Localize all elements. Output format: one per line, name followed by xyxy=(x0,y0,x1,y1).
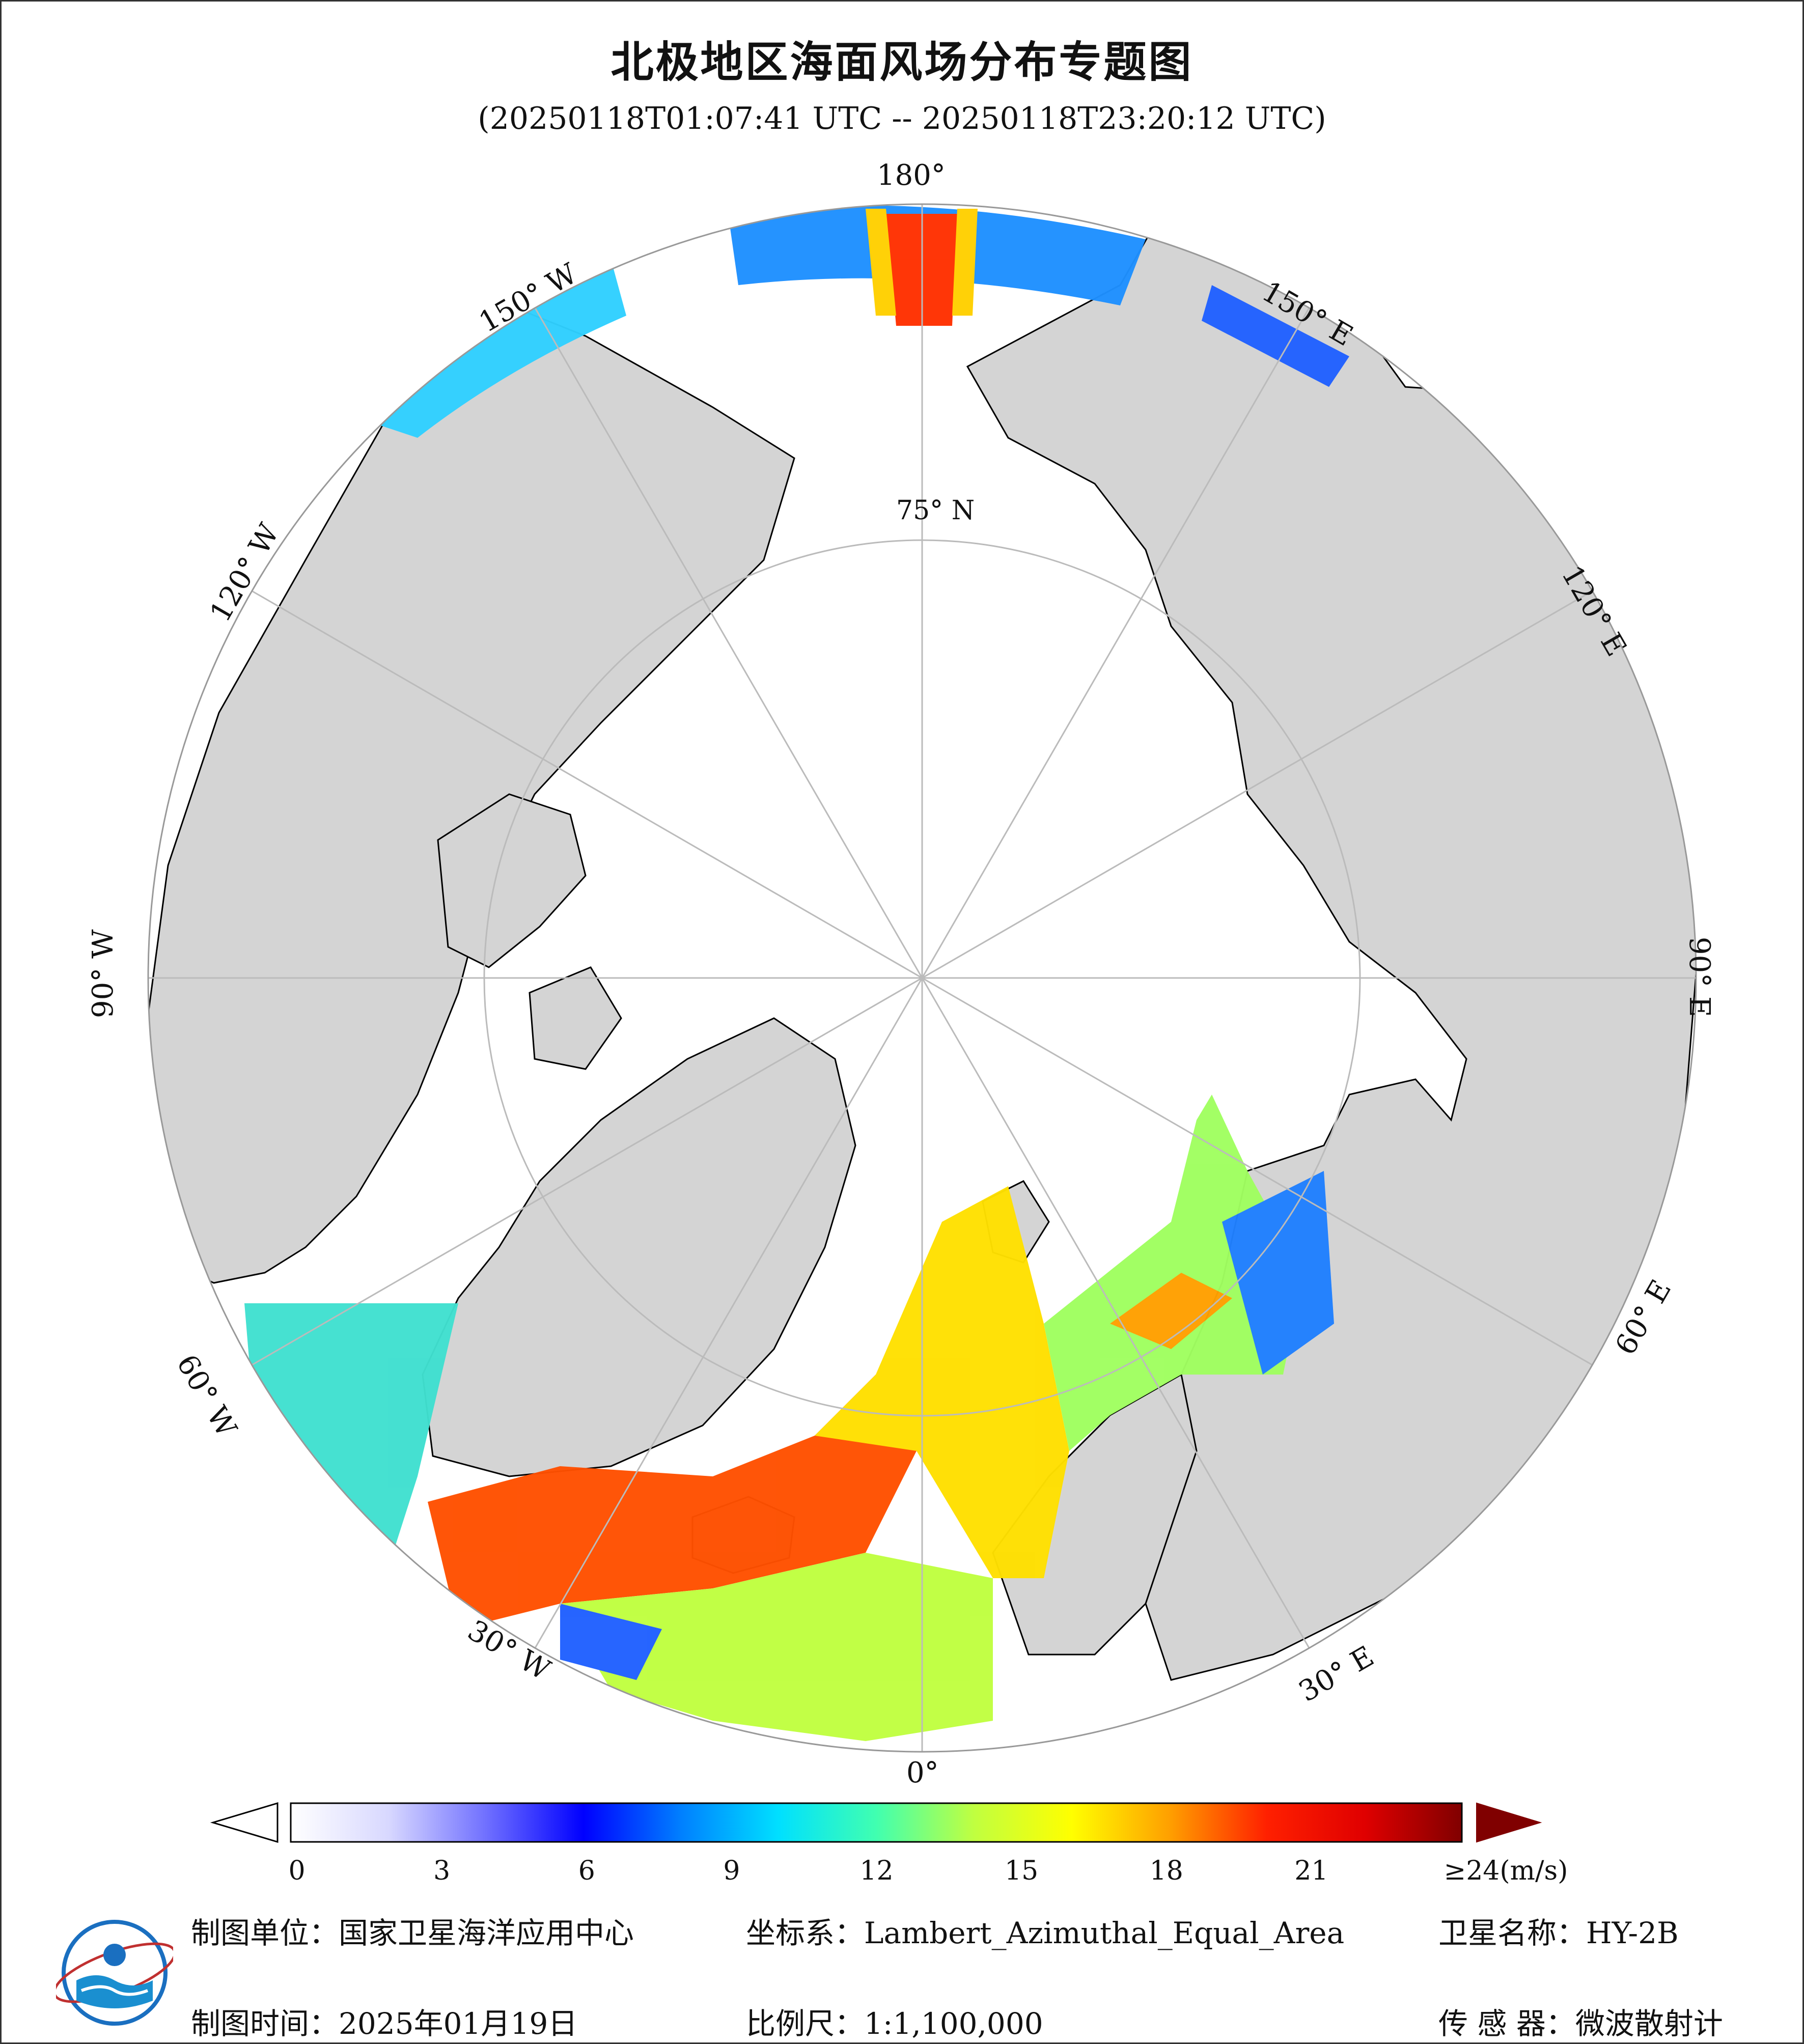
satellite-value: HY-2B xyxy=(1586,1916,1679,1950)
lon-label-90w: 90° W xyxy=(87,929,120,1018)
colorbar-tick-label: ≥24(m/s) xyxy=(1444,1856,1568,1886)
land-scandinavia xyxy=(992,1373,1198,1656)
colorbar-bar xyxy=(290,1802,1463,1843)
land-greenland xyxy=(422,1017,856,1477)
date-value: 2025年01月19日 xyxy=(339,2006,578,2041)
lon-label-180: 180° xyxy=(877,159,946,192)
time-range: (20250118T01:07:41 UTC -- 20250118T23:20… xyxy=(478,101,1326,136)
scale-value: 1:1,100,000 xyxy=(864,2006,1043,2041)
wind-speed-swaths xyxy=(244,205,1349,1741)
colorbar-tick-label: 18 xyxy=(1149,1856,1183,1886)
colorbar-tick-label: 15 xyxy=(1005,1856,1039,1886)
map-outline xyxy=(147,203,1697,1753)
footer-maker: 制图单位：国家卫星海洋应用中心 xyxy=(191,1909,634,1952)
crs-label: 坐标系： xyxy=(746,1916,865,1950)
sensor-label: 传 感 器： xyxy=(1438,2006,1575,2041)
sensor-value: 微波散射计 xyxy=(1575,2006,1723,2041)
colorbar-tick-label: 9 xyxy=(723,1856,740,1886)
footer-satellite: 卫星名称：HY-2B xyxy=(1438,1909,1679,1952)
lon-label-0: 0° xyxy=(906,1756,939,1789)
map-title: 北极地区海面风场分布专题图 xyxy=(610,37,1194,87)
land-arctic-islands xyxy=(437,793,622,1070)
colorbar-tick-label: 3 xyxy=(433,1856,451,1886)
satellite-label: 卫星名称： xyxy=(1438,1916,1587,1950)
colorbar-tick-label: 12 xyxy=(859,1856,894,1886)
footer-sensor: 传 感 器：微波散射计 xyxy=(1438,2000,1723,2042)
colorbar-tick-label: 21 xyxy=(1294,1856,1328,1886)
graticule xyxy=(148,204,1696,1752)
scale-label: 比例尺： xyxy=(746,2006,865,2041)
maker-value: 国家卫星海洋应用中心 xyxy=(339,1916,634,1950)
footer-crs: 坐标系：Lambert_Azimuthal_Equal_Area xyxy=(746,1909,1344,1952)
colorbar-tick-label: 0 xyxy=(288,1856,306,1886)
land-north-america xyxy=(148,284,795,1284)
colorbar-under-arrow xyxy=(210,1802,279,1843)
lon-label-90e: 90° E xyxy=(1683,937,1716,1017)
date-label: 制图时间： xyxy=(191,2006,339,2041)
latitude-label: 75° N xyxy=(896,495,975,526)
maker-label: 制图单位： xyxy=(191,1916,339,1950)
crs-value: Lambert_Azimuthal_Equal_Area xyxy=(864,1916,1345,1950)
colorbar-over-arrow xyxy=(1476,1802,1542,1843)
nsoas-logo-icon xyxy=(56,1920,173,2026)
colorbar-tick-label: 6 xyxy=(578,1856,595,1886)
footer-scale: 比例尺：1:1,100,000 xyxy=(746,2000,1043,2042)
colorbar xyxy=(210,1802,1542,1843)
footer-date: 制图时间：2025年01月19日 xyxy=(191,2000,577,2042)
